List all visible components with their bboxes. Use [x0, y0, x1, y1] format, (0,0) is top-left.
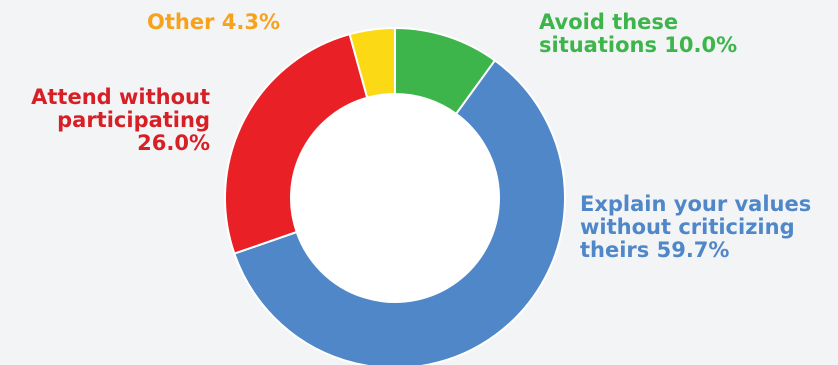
donut-hole: [291, 94, 499, 302]
label-other: Other 4.3%: [147, 11, 280, 34]
label-line: Avoid these: [539, 10, 679, 34]
label-line: without criticizing: [580, 215, 795, 239]
label-explain-values: Explain your values without criticizing …: [580, 193, 811, 262]
label-line: theirs 59.7%: [580, 238, 730, 262]
label-line: Other 4.3%: [147, 10, 280, 34]
label-attend-without-participating: Attend without participating 26.0%: [31, 86, 210, 155]
label-line: 26.0%: [137, 131, 210, 155]
label-line: Attend without: [31, 85, 210, 109]
label-line: Explain your values: [580, 192, 812, 216]
label-line: participating: [57, 108, 210, 132]
label-line: situations 10.0%: [539, 33, 738, 57]
label-avoid-situations: Avoid these situations 10.0%: [539, 11, 737, 57]
